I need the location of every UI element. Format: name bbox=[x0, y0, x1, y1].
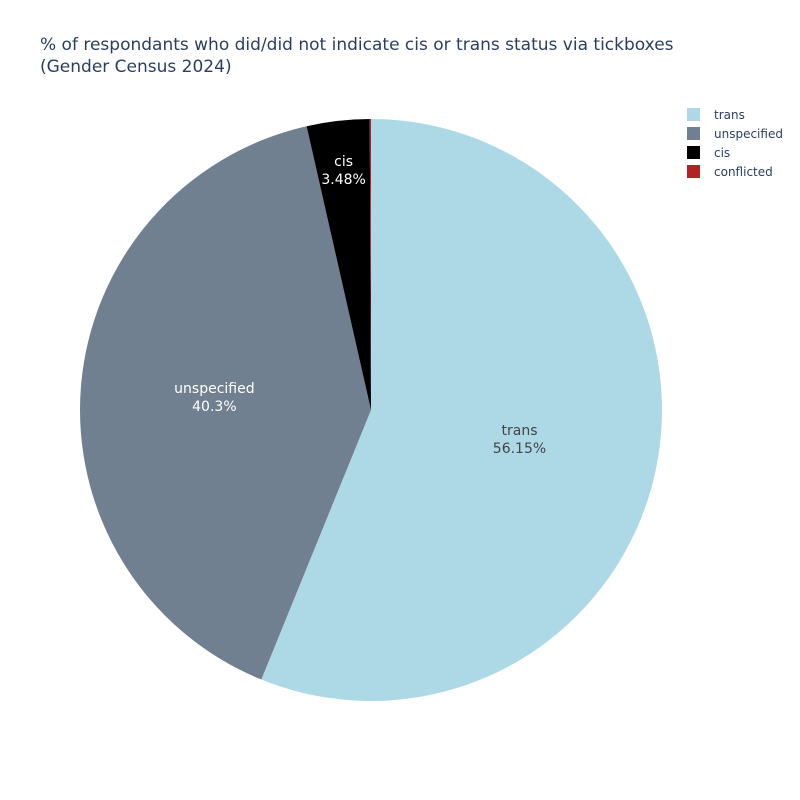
slice-label-unspecified: unspecified 40.3% bbox=[174, 381, 254, 415]
chart-title-line-1: % of respondants who did/did not indicat… bbox=[40, 35, 674, 55]
legend-label-unspecified: unspecified bbox=[714, 127, 783, 141]
legend-item-unspecified[interactable]: unspecified bbox=[687, 127, 783, 141]
legend-swatch-trans bbox=[687, 108, 700, 121]
legend-label-conflicted: conflicted bbox=[714, 165, 773, 179]
pie-slice-cis[interactable] bbox=[306, 119, 371, 411]
legend-item-cis[interactable]: cis bbox=[687, 146, 730, 160]
slice-label-value: 40.3% bbox=[192, 399, 236, 415]
pie-slice-conflicted[interactable] bbox=[369, 119, 371, 410]
legend-item-conflicted[interactable]: conflicted bbox=[687, 165, 773, 179]
legend: trans unspecified cis conflicted bbox=[687, 108, 783, 179]
legend-swatch-conflicted bbox=[687, 165, 700, 178]
chart-title-line-2: (Gender Census 2024) bbox=[40, 57, 232, 77]
slice-label-name: trans bbox=[502, 423, 538, 439]
slice-label-cis: cis 3.48% bbox=[321, 154, 365, 188]
legend-swatch-cis bbox=[687, 146, 700, 159]
pie-slices bbox=[79, 119, 662, 701]
slice-label-name: unspecified bbox=[174, 381, 254, 397]
chart-title: % of respondants who did/did not indicat… bbox=[40, 34, 674, 78]
legend-label-cis: cis bbox=[714, 146, 730, 160]
pie-slice-trans[interactable] bbox=[261, 119, 662, 701]
pie-slice-unspecified[interactable] bbox=[79, 126, 371, 680]
slice-label-name: cis bbox=[334, 154, 353, 170]
legend-swatch-unspecified bbox=[687, 127, 700, 140]
slice-label-trans: trans 56.15% bbox=[493, 423, 546, 457]
legend-label-trans: trans bbox=[714, 108, 745, 122]
slice-label-value: 3.48% bbox=[321, 172, 365, 188]
pie-labels: trans 56.15% unspecified 40.3% cis 3.48% bbox=[174, 154, 546, 457]
legend-item-trans[interactable]: trans bbox=[687, 108, 745, 122]
slice-label-value: 56.15% bbox=[493, 441, 546, 457]
